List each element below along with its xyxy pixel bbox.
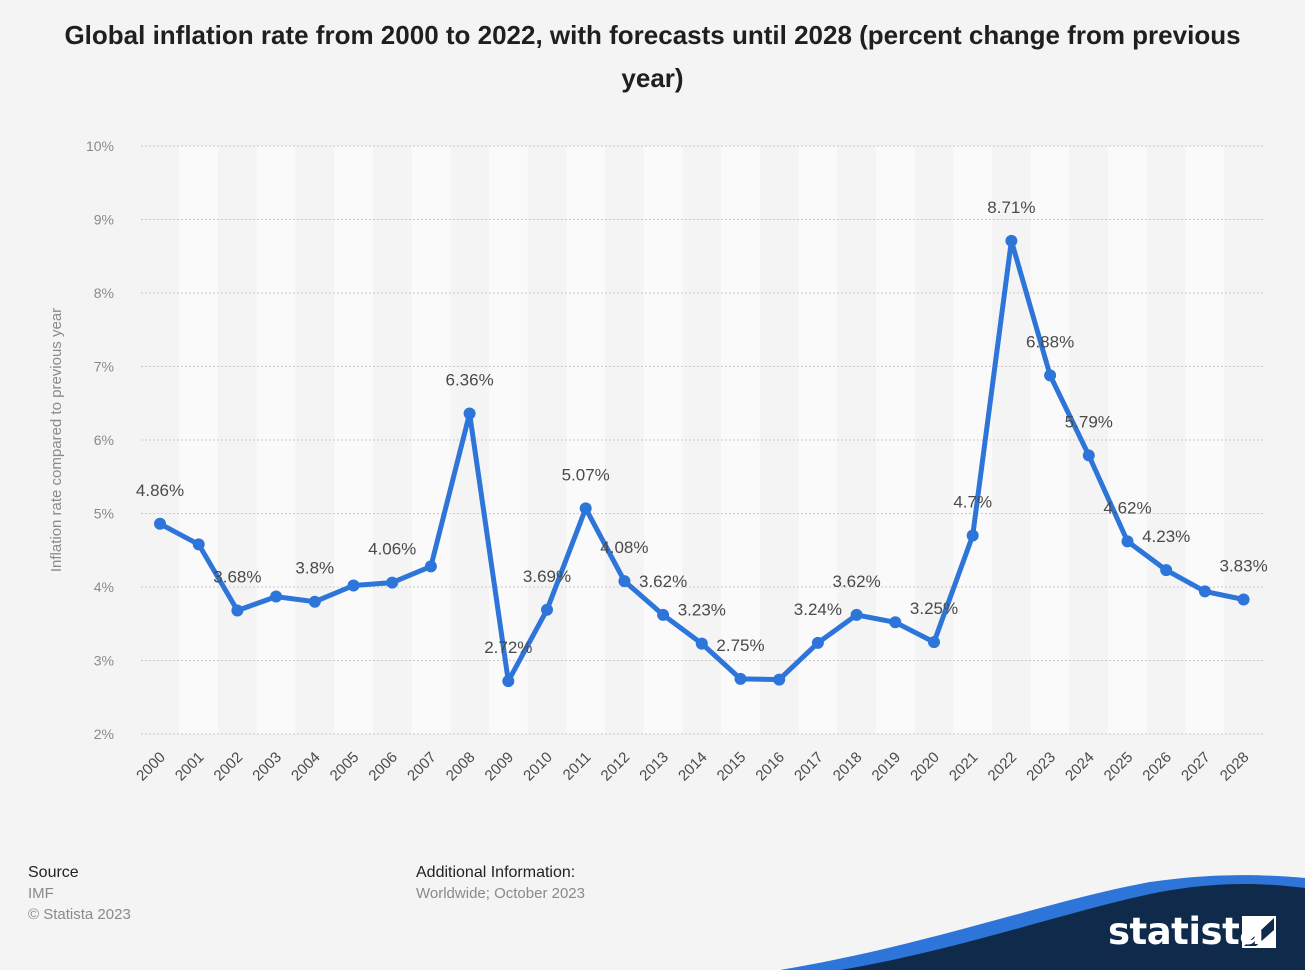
source-name[interactable]: IMF [28,885,54,902]
copyright-text: © Statista 2023 [28,906,131,923]
data-point [889,616,902,629]
data-point [308,595,321,608]
data-point [1198,585,1211,598]
data-label: 4.7% [953,493,992,512]
y-axis-label: Inflation rate compared to previous year [48,308,65,572]
info-text: Worldwide; October 2023 [416,885,585,902]
y-tick-label: 10% [86,138,114,154]
source-heading: Source [28,864,79,881]
data-label: 4.23% [1142,527,1190,546]
brand-logo-icon[interactable] [1242,916,1276,948]
data-point [424,560,437,573]
y-tick-label: 8% [94,285,114,301]
additional-info-block: Additional Information: Worldwide; Octob… [416,862,585,904]
chart-title: Global inflation rate from 2000 to 2022,… [64,20,1241,93]
brand-swoosh-navy [840,884,1305,970]
data-point [1160,564,1173,577]
data-point [928,636,940,649]
data-label: 3.83% [1219,556,1267,575]
data-point [695,637,708,650]
data-label: 3.62% [832,572,880,591]
data-label: 3.8% [295,559,334,578]
data-point [154,517,166,530]
info-heading[interactable]: Additional Information: [416,864,576,881]
data-point [734,672,747,685]
data-point [966,529,979,542]
data-point [657,608,670,621]
data-point [347,579,360,592]
data-label: 5.79% [1065,412,1113,431]
y-tick-label: 9% [94,212,114,228]
data-point [850,608,863,621]
data-point [579,502,592,515]
data-labels: 4.86% 3.68% 3.8% 4.06% 6.36% 2.72% 3.69% 5.07% 4… [136,198,1268,657]
y-axis-ticks: 2% 3% 4% 5% 6% 7% 8% 9% 10% [86,138,114,742]
brand-logo[interactable]: statista [1108,910,1264,953]
data-point [1005,234,1018,247]
data-label: 3.24% [794,600,842,619]
y-tick-label: 6% [94,432,114,448]
data-label: 4.08% [600,538,648,557]
data-label: 2.72% [484,638,532,657]
data-points [154,234,1250,688]
data-point [618,575,631,588]
source-block: Source IMF © Statista 2023 [28,862,131,925]
data-point [231,604,244,617]
data-label: 3.69% [523,567,571,586]
y-tick-label: 3% [94,653,114,669]
data-label: 3.62% [639,572,687,591]
y-tick-label: 4% [94,579,114,595]
data-point [270,590,283,603]
data-label: 4.62% [1103,498,1151,517]
data-point [463,407,476,420]
data-point [541,603,553,616]
data-label: 6.88% [1026,332,1074,351]
data-label: 3.68% [213,568,261,587]
data-label: 6.36% [445,371,493,390]
y-tick-label: 5% [94,506,114,522]
data-point [1044,369,1057,382]
data-point [386,576,399,589]
data-label: 4.06% [368,540,416,559]
data-point [1082,449,1095,462]
data-point [502,675,515,688]
data-label: 5.07% [562,465,610,484]
data-point [773,673,786,686]
y-tick-label: 2% [94,726,114,742]
data-label: 8.71% [987,198,1035,217]
data-point [1237,593,1250,606]
y-tick-label: 7% [94,359,114,375]
data-label: 3.25% [910,599,958,618]
data-point [192,538,205,551]
data-point [1121,535,1134,548]
data-label: 3.23% [678,601,726,620]
grid-lines [141,145,1265,735]
data-label: 2.75% [716,636,764,655]
data-point [811,636,824,649]
data-label: 4.86% [136,481,184,500]
